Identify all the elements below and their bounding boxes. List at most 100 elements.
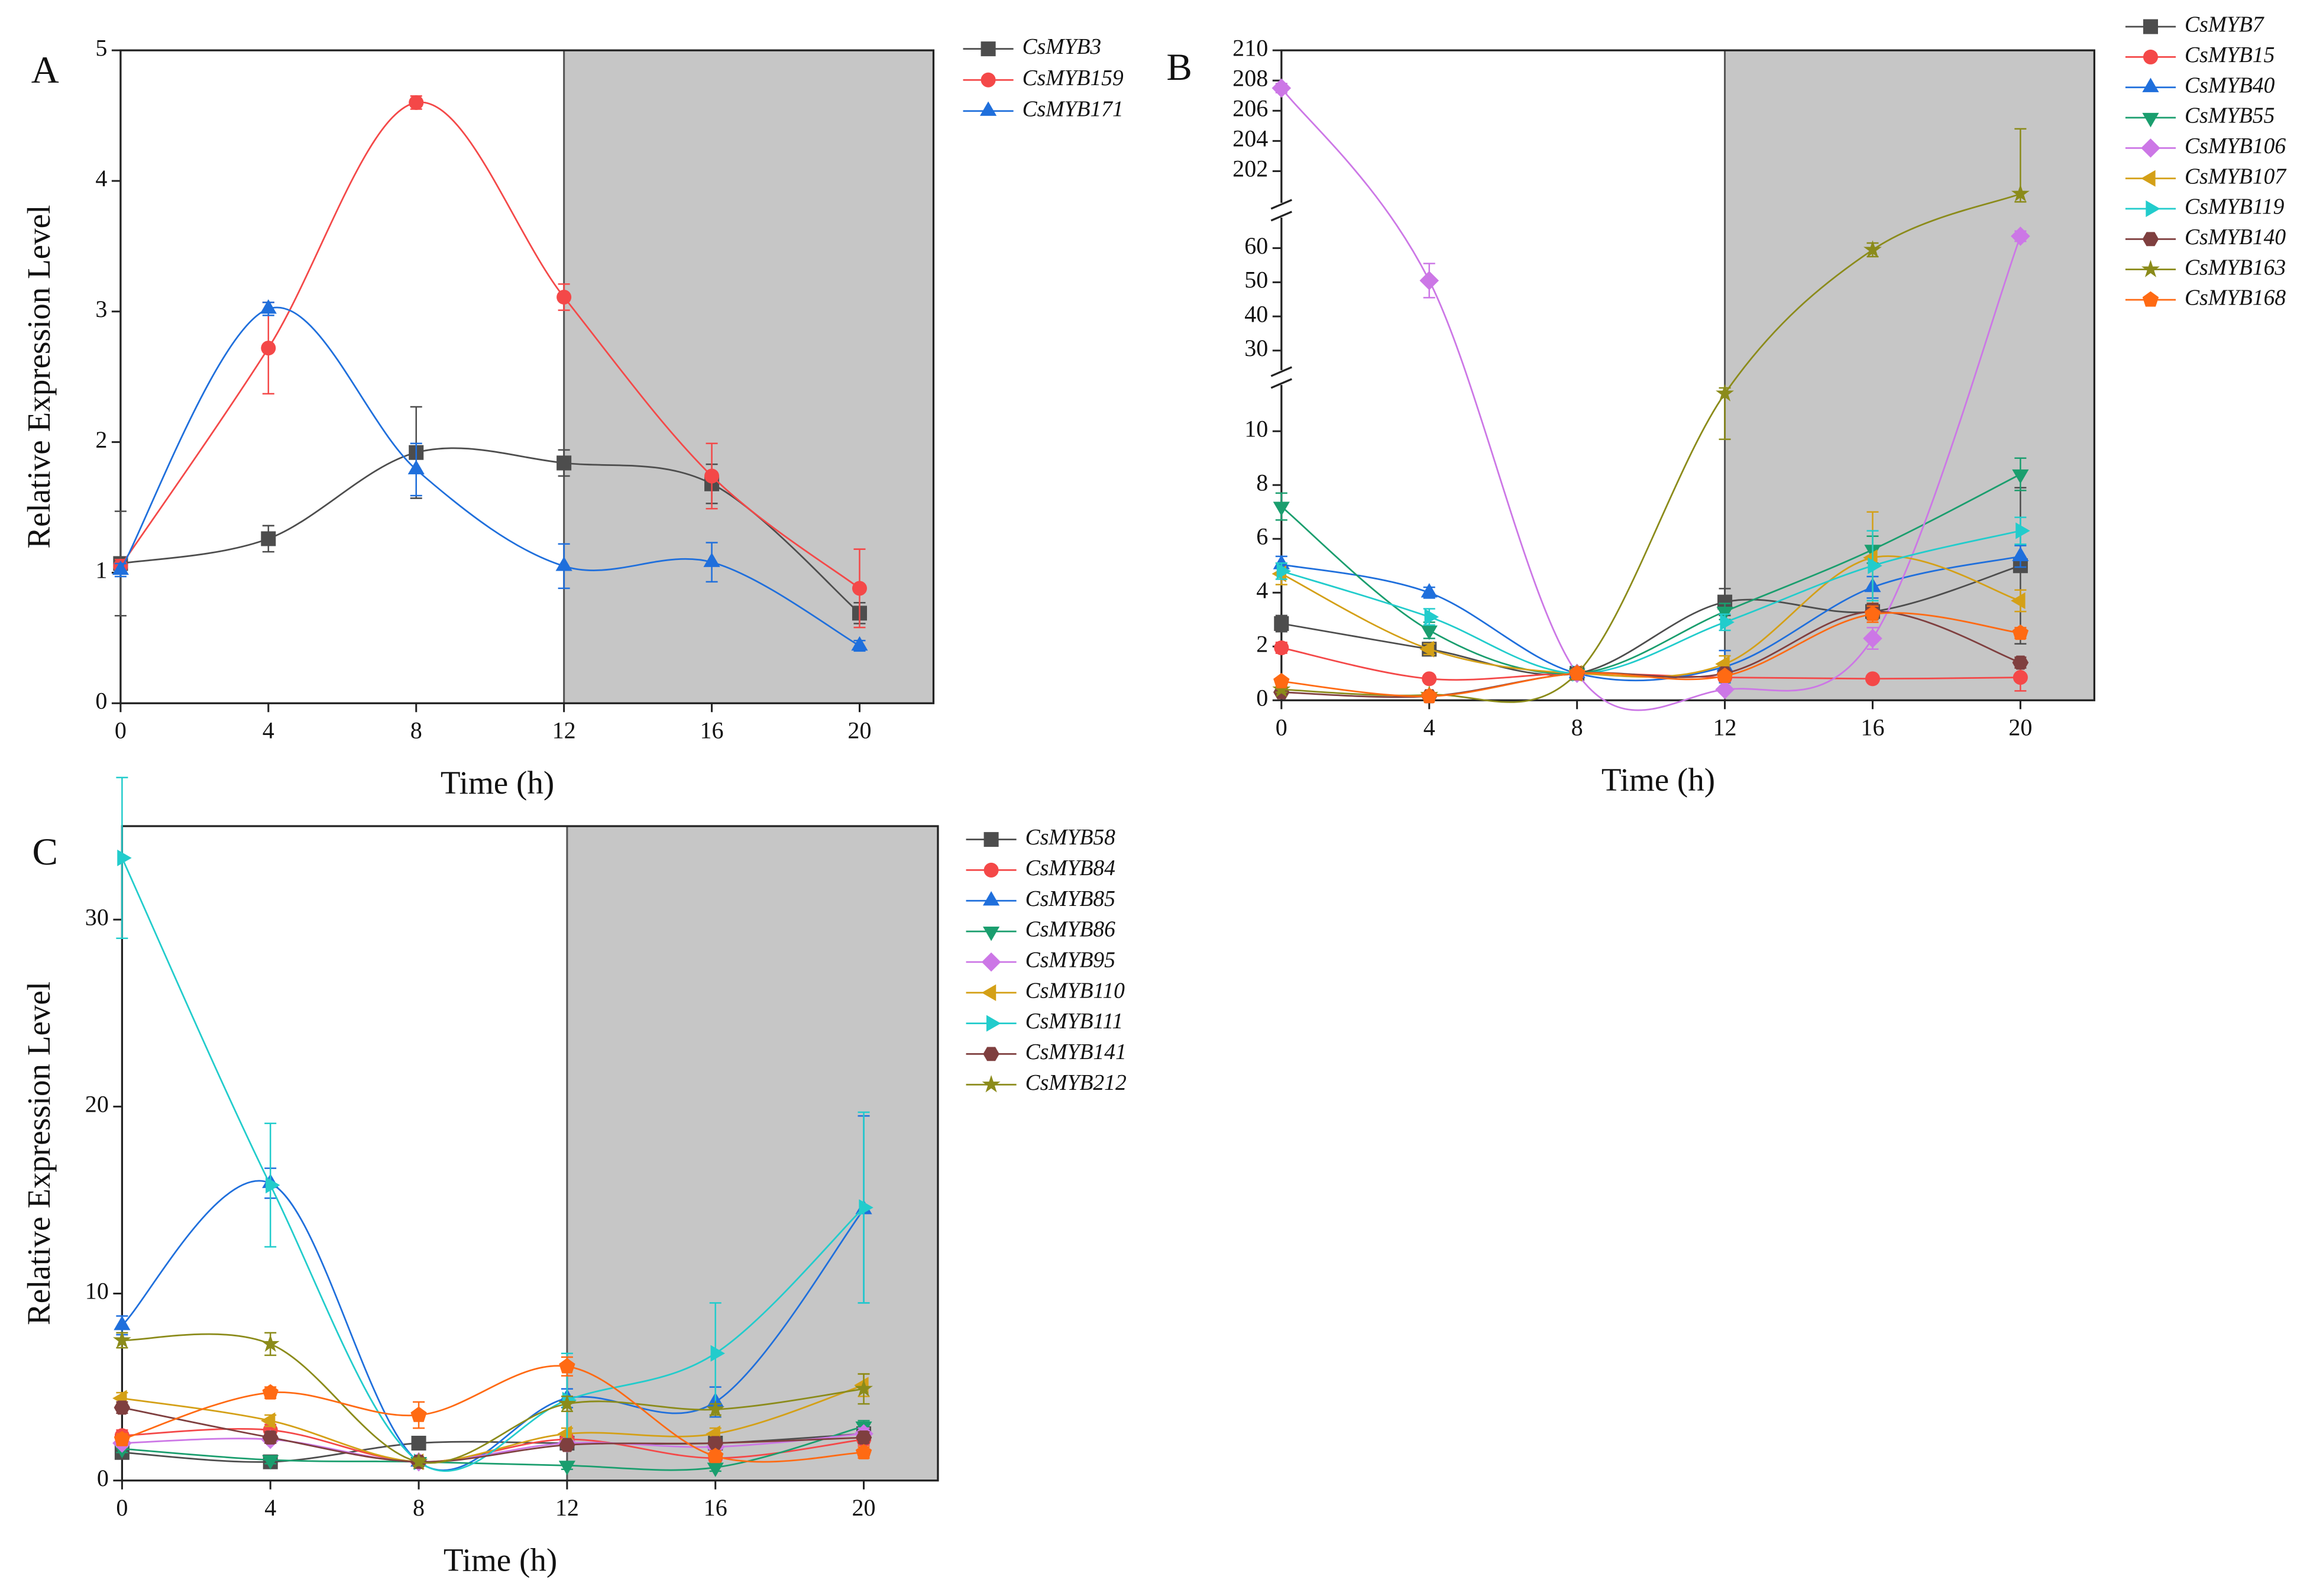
- data-point: [707, 1448, 724, 1464]
- data-point: [114, 1400, 131, 1415]
- x-tick-label: 12: [1713, 714, 1737, 741]
- x-tick-label: 4: [1423, 714, 1435, 741]
- data-point: [559, 1438, 575, 1452]
- series-line: [1281, 565, 2021, 676]
- axis-break-gap: [1277, 203, 1286, 218]
- legend-label: CsMYB141: [1025, 1040, 1127, 1064]
- legend-marker: [2143, 49, 2158, 64]
- legend-label: CsMYB106: [2185, 134, 2286, 158]
- axis-break-mark: [1270, 366, 1292, 377]
- y-tick-label: 50: [1244, 267, 1268, 293]
- legend-label: CsMYB212: [1025, 1071, 1127, 1095]
- axis-break-mark: [1270, 378, 1292, 389]
- data-point: [2012, 655, 2029, 670]
- y-tick-label: 206: [1232, 95, 1268, 121]
- data-point: [1715, 679, 1735, 700]
- axis-break-mark: [1270, 211, 1292, 222]
- data-point: [2015, 522, 2030, 539]
- data-point: [409, 95, 424, 110]
- legend-label: CsMYB84: [1025, 856, 1115, 880]
- series-line: [1280, 473, 2021, 675]
- data-point: [261, 341, 276, 356]
- data-point: [261, 531, 276, 546]
- legend-label: CsMYB85: [1025, 887, 1115, 911]
- legend-label: CsMYB58: [1025, 825, 1116, 850]
- y-tick-label: 202: [1232, 156, 1268, 182]
- plot-frame: [121, 825, 939, 1482]
- data-point: [1273, 501, 1290, 516]
- legend-label: CsMYB171: [1023, 97, 1124, 121]
- data-point: [1274, 616, 1289, 632]
- data-point: [260, 299, 277, 314]
- legend-marker: [981, 952, 1001, 972]
- legend-marker: [2141, 138, 2160, 158]
- x-axis-label: Time (h): [1601, 762, 1715, 798]
- x-tick-label: 12: [555, 1494, 579, 1521]
- data-point: [260, 1412, 276, 1429]
- data-point: [117, 849, 132, 866]
- data-point: [1863, 240, 1882, 258]
- y-tick-label: 5: [95, 34, 107, 61]
- x-axis-label: Time (h): [444, 1542, 557, 1578]
- y-tick-label: 2: [95, 426, 107, 453]
- legend-marker: [2142, 77, 2159, 92]
- data-point: [855, 1443, 872, 1459]
- data-point: [703, 552, 720, 567]
- series-line: [1280, 88, 2021, 711]
- legend-marker: [982, 1074, 1001, 1093]
- series-line: [1281, 611, 2021, 697]
- data-point: [558, 1394, 577, 1412]
- legend-label: CsMYB140: [2185, 225, 2286, 250]
- y-tick-label: 0: [1256, 684, 1268, 711]
- data-point: [2011, 592, 2026, 609]
- data-point: [859, 1199, 873, 1216]
- y-axis-label: Relative Expression Level: [21, 982, 57, 1325]
- series-line: [122, 1333, 864, 1464]
- data-point: [555, 556, 572, 571]
- data-point: [706, 1400, 725, 1417]
- y-tick-label: 30: [1244, 335, 1268, 361]
- data-point: [411, 1435, 426, 1451]
- data-point: [704, 468, 720, 484]
- data-point: [557, 455, 572, 471]
- legend-label: CsMYB55: [2185, 104, 2275, 128]
- x-tick-label: 20: [2008, 714, 2032, 741]
- panel-label: A: [31, 49, 59, 92]
- data-point: [1421, 625, 1438, 640]
- data-point: [1720, 614, 1735, 631]
- data-point: [1424, 608, 1439, 626]
- legend-marker: [2141, 170, 2156, 187]
- data-point: [1273, 673, 1290, 689]
- data-point: [1864, 606, 1881, 621]
- data-point: [851, 636, 868, 651]
- legend-label: CsMYB40: [2185, 73, 2275, 98]
- data-point: [2012, 546, 2029, 561]
- data-point: [710, 1345, 725, 1362]
- x-tick-label: 20: [852, 1494, 876, 1521]
- y-tick-label: 60: [1244, 232, 1268, 259]
- legend-label: CsMYB107: [2185, 164, 2287, 189]
- data-point: [266, 1177, 280, 1194]
- legend-label: CsMYB7: [2185, 13, 2265, 37]
- data-point: [112, 1330, 131, 1348]
- y-tick-label: 2: [1256, 630, 1268, 657]
- data-point: [2012, 469, 2029, 484]
- data-point: [1865, 671, 1880, 687]
- legend-label: CsMYB163: [2185, 255, 2286, 280]
- night-shade: [567, 826, 938, 1481]
- legend-label: CsMYB110: [1025, 979, 1125, 1003]
- legend-marker: [979, 101, 997, 116]
- data-point: [2011, 226, 2030, 246]
- legend-label: CsMYB3: [1023, 35, 1102, 59]
- y-tick-label: 4: [1256, 577, 1268, 603]
- data-point: [114, 1430, 131, 1446]
- legend-label: CsMYB111: [1025, 1009, 1124, 1034]
- data-point: [558, 1461, 575, 1475]
- night-shade: [564, 50, 934, 704]
- legend-label: CsMYB168: [2185, 286, 2286, 310]
- legend-marker: [2142, 291, 2159, 307]
- data-point: [852, 581, 867, 596]
- data-point: [1422, 671, 1437, 687]
